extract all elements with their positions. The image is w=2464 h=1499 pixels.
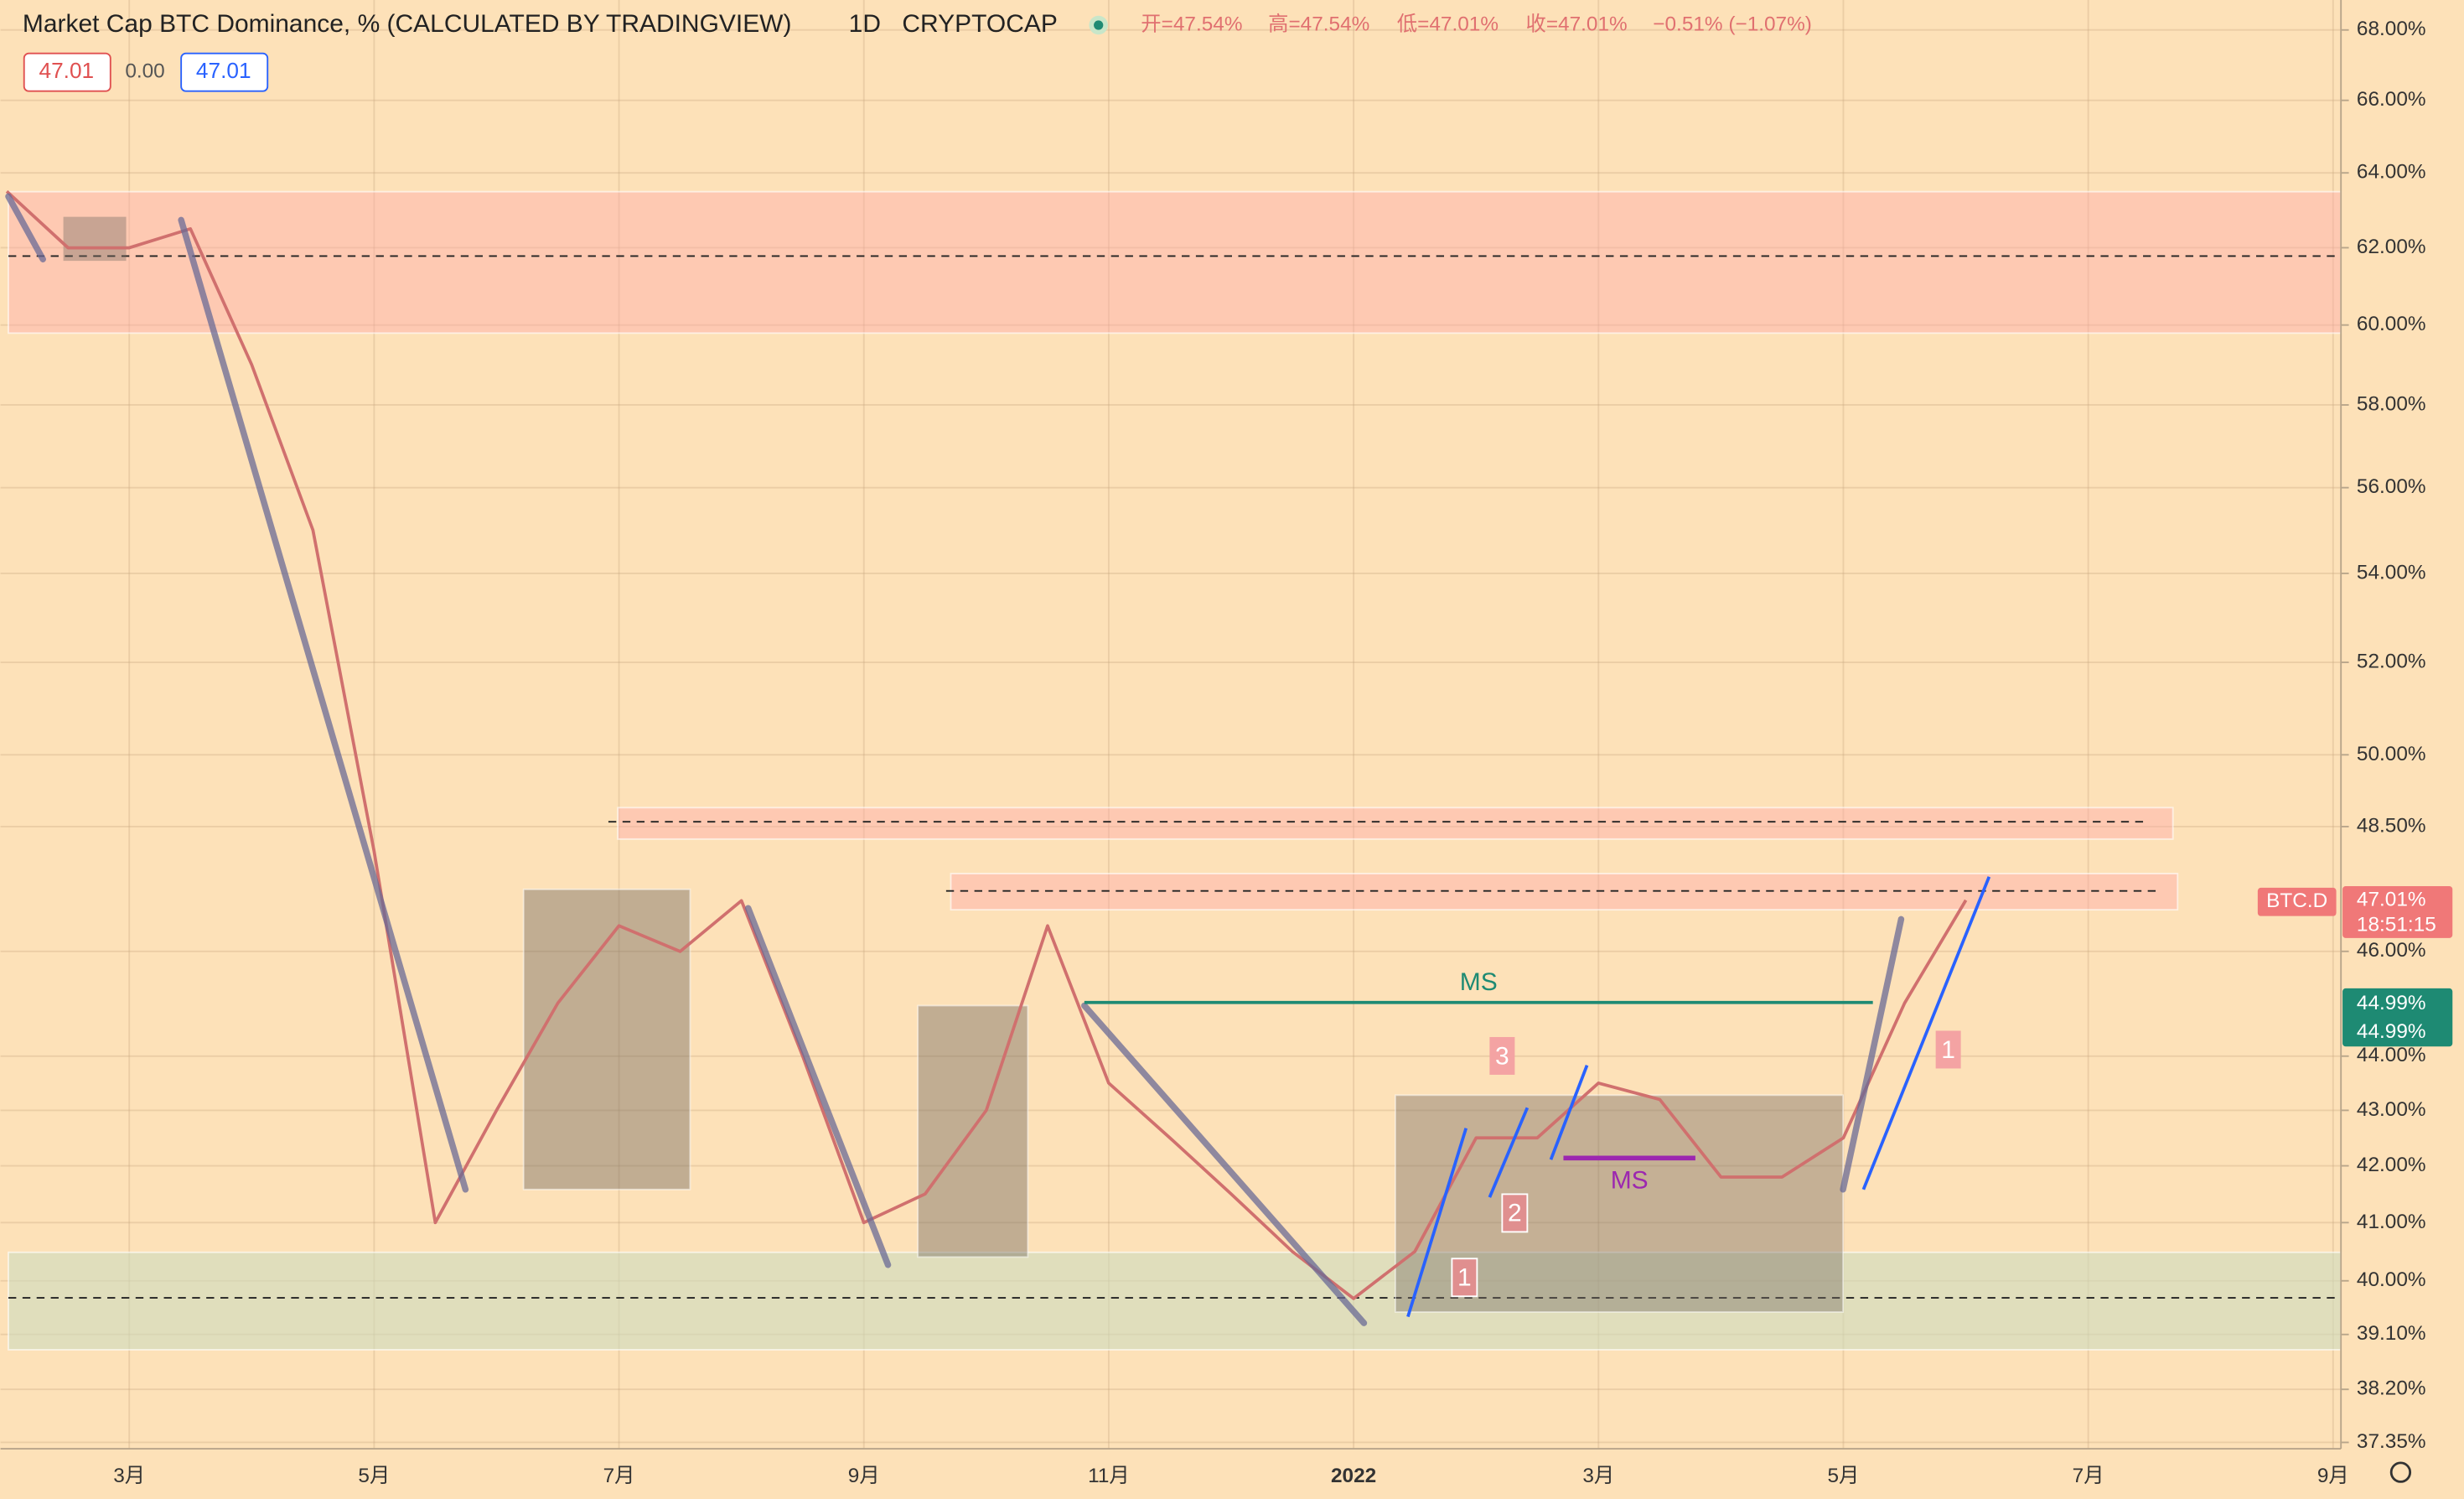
chart-title: Market Cap BTC Dominance, % (CALCULATED … [23, 10, 792, 38]
y-tick-label: 43.00% [2357, 1098, 2426, 1121]
label-box [1451, 1258, 1478, 1298]
badge-text: 47.01 [39, 58, 95, 83]
y-tick-label: 44.00% [2357, 1044, 2426, 1066]
annotation: MS [1611, 1166, 1649, 1194]
x-tick-label: 5月 [358, 1465, 390, 1487]
impulse-line [1406, 1128, 1468, 1318]
x-tick-label: 5月 [1828, 1465, 1860, 1487]
x-tick-label: 11月 [1088, 1465, 1130, 1487]
y-tick-label: 46.00% [2357, 939, 2426, 962]
x-tick-label: 3月 [1582, 1465, 1614, 1487]
y-tick-label: 37.35% [2357, 1430, 2426, 1453]
y-tick-label: 39.10% [2357, 1322, 2426, 1345]
impulse-line [1861, 876, 1991, 1190]
ohlc-value: −0.51% (−1.07%) [1653, 13, 1812, 35]
price-line [5, 189, 1968, 1300]
annotation: 1 [1457, 1264, 1472, 1292]
y-tick-label: 66.00% [2357, 88, 2426, 111]
y-tick-label: 42.00% [2357, 1154, 2426, 1176]
symbol-label: BTC.D [2266, 890, 2327, 912]
range-box [63, 216, 127, 262]
badge-text: 47.01 [196, 58, 251, 83]
y-tick-label: 41.00% [2357, 1211, 2426, 1233]
countdown-label: 18:51:15 [2357, 913, 2436, 936]
x-tick-label: 7月 [2073, 1465, 2104, 1487]
exchange: CRYPTOCAP [902, 10, 1057, 38]
interval: 1D [849, 10, 881, 38]
price-label: 47.01% [2357, 888, 2426, 910]
ohlc-value: 高=47.54% [1268, 13, 1369, 35]
y-tick-label: 58.00% [2357, 392, 2426, 415]
y-tick-label: 60.00% [2357, 313, 2426, 335]
level-label: 44.99% [2357, 1020, 2426, 1043]
trend-line [178, 216, 469, 1193]
y-tick-label: 62.00% [2357, 236, 2426, 258]
resistance-zone [8, 190, 2342, 335]
y-tick-label: 56.00% [2357, 475, 2426, 498]
x-tick-label: 3月 [113, 1465, 145, 1487]
settings-icon[interactable] [2389, 1461, 2412, 1483]
ohlc-value: 低=47.01% [1397, 13, 1499, 35]
support-zone [8, 1251, 2342, 1351]
grid [0, 0, 2342, 1450]
axis-labels: 68.00% 66.00% 64.00% 62.00% 60.00% 58.00% 56.0… [113, 18, 2425, 1487]
price-badge [2342, 886, 2453, 938]
y-tick-label: 68.00% [2357, 18, 2426, 40]
badge [23, 52, 111, 92]
annotation: 1 [1941, 1036, 1955, 1064]
y-tick-label: 52.00% [2357, 650, 2426, 672]
ohlc-value: 开=47.54% [1141, 13, 1242, 35]
level-badge [2342, 988, 2453, 1047]
impulse-line [1488, 1107, 1530, 1198]
badge-text: 0.00 [125, 60, 164, 83]
label-box [1935, 1030, 1961, 1069]
label-box [1501, 1193, 1529, 1233]
y-tick-label: 40.00% [2357, 1268, 2426, 1291]
y-tick-label: 50.00% [2357, 743, 2426, 765]
trend-line [1081, 1002, 1368, 1326]
y-tick-label: 64.00% [2357, 161, 2426, 184]
ohlc-value: 收=47.01% [1525, 13, 1627, 35]
annotation: MS [1460, 968, 1498, 996]
label-box [1489, 1036, 1515, 1075]
annotation: 3 [1495, 1042, 1509, 1070]
range-box [522, 888, 691, 1190]
x-tick-label: 9月 [848, 1465, 880, 1487]
level-label: 44.99% [2357, 992, 2426, 1014]
y-tick-label: 38.20% [2357, 1377, 2426, 1400]
ohlc: 开=47.54% 高=47.54% 低=47.01% 收=47.01% −0.51% (… [1141, 13, 1812, 35]
x-tick-label: 2022 [1331, 1465, 1376, 1487]
price-series [5, 189, 1968, 1300]
trend-line [744, 905, 892, 1268]
impulse-line [1549, 1065, 1589, 1160]
trend-line [1840, 915, 1905, 1193]
trend-line [5, 193, 46, 262]
y-tick-label: 54.00% [2357, 561, 2426, 584]
annotation: 2 [1508, 1200, 1522, 1227]
symbol-badge [2257, 887, 2337, 916]
resistance-zone [617, 807, 2174, 840]
x-tick-label: 9月 [2317, 1465, 2349, 1487]
x-tick-label: 7月 [603, 1465, 635, 1487]
badge [180, 52, 269, 92]
y-tick-label: 48.50% [2357, 814, 2426, 837]
status-dot [1094, 20, 1104, 30]
